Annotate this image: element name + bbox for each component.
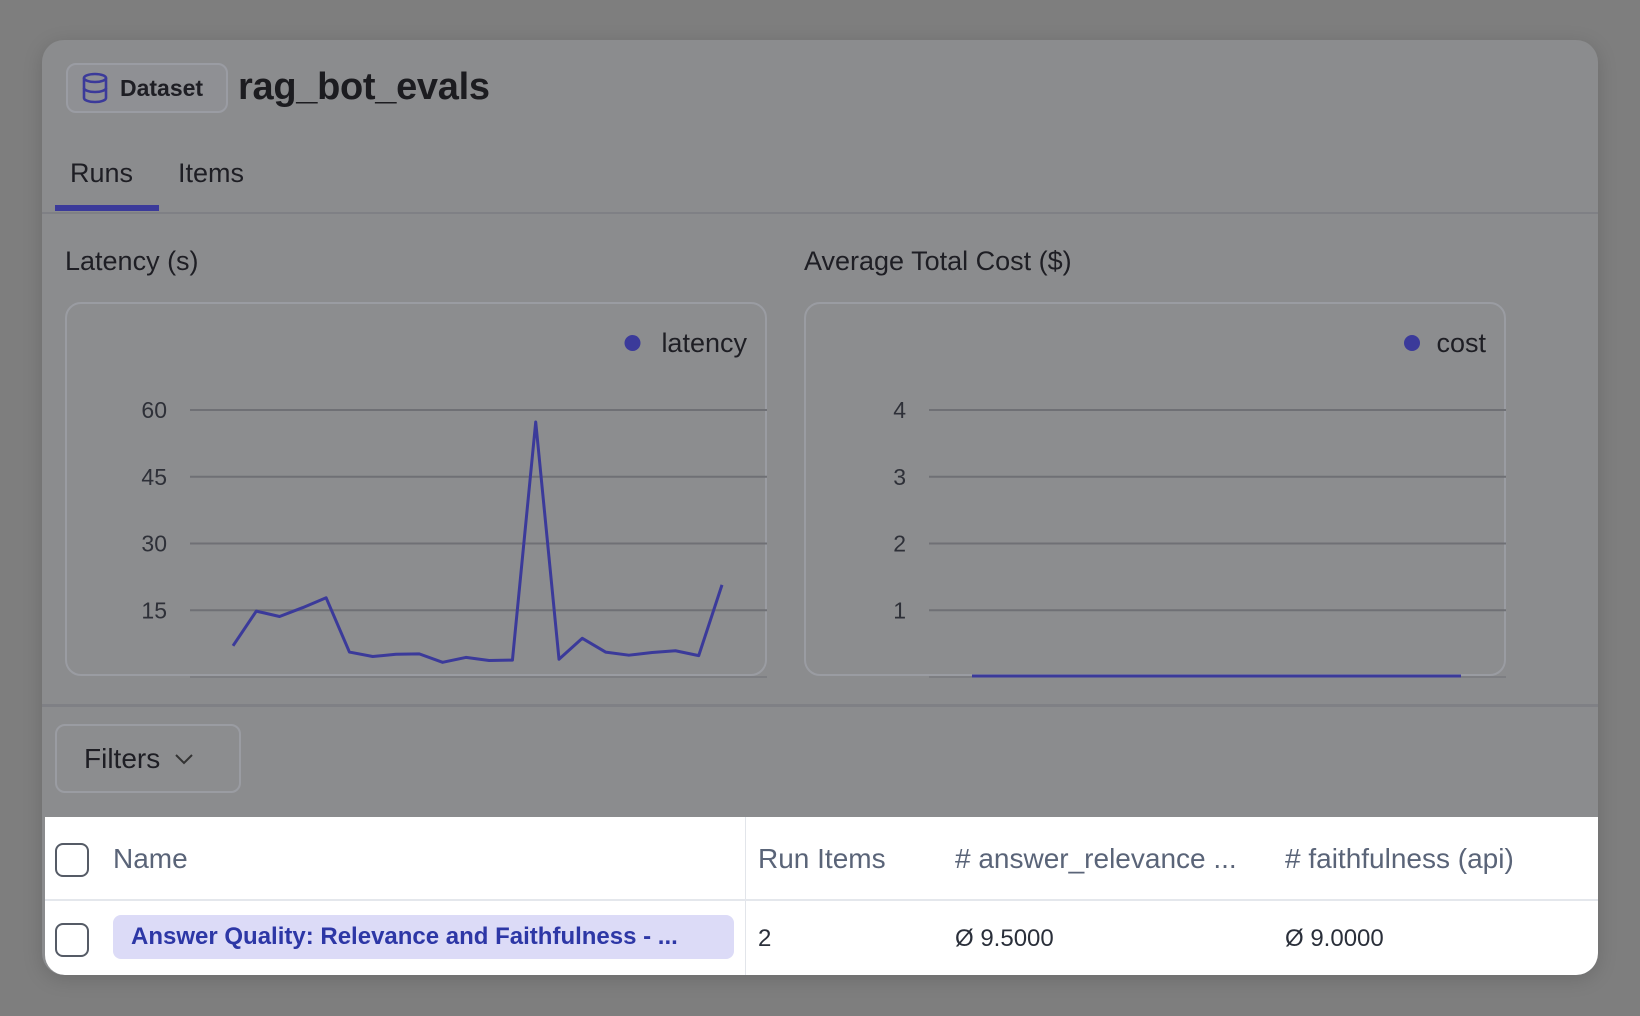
faithfulness-cell: Ø 9.0000	[1285, 925, 1384, 952]
column-header-answer-relevance[interactable]: # answer_relevance ...	[955, 843, 1237, 874]
cost-chart-title: Average Total Cost ($)	[804, 246, 1072, 276]
active-tab-indicator	[55, 205, 159, 211]
column-header-faithfulness[interactable]: # faithfulness (api)	[1285, 843, 1514, 874]
row-checkbox[interactable]	[55, 923, 89, 957]
legend-label: cost	[1436, 328, 1486, 358]
select-all-checkbox[interactable]	[55, 843, 89, 877]
filters-button[interactable]: Filters	[55, 724, 241, 793]
answer-relevance-cell: Ø 9.5000	[955, 925, 1054, 952]
section-divider	[42, 704, 1598, 707]
y-tick-label: 45	[141, 464, 167, 490]
y-tick-label: 4	[893, 397, 906, 423]
filters-label: Filters	[84, 742, 161, 774]
dataset-badge: Dataset	[66, 63, 228, 113]
tab-items[interactable]: Items	[178, 158, 245, 188]
database-icon	[82, 72, 108, 104]
page-title: rag_bot_evals	[238, 66, 490, 108]
tab-runs[interactable]: Runs	[70, 158, 134, 188]
column-header-run-items[interactable]: Run Items	[758, 843, 886, 874]
y-tick-label: 15	[141, 597, 167, 623]
cost-chart: 1 2 3 4 cost	[804, 302, 1506, 678]
tab-divider	[42, 212, 1598, 214]
series-line-latency	[231, 420, 724, 664]
dataset-badge-label: Dataset	[120, 74, 204, 101]
chevron-down-icon	[175, 753, 193, 764]
run-name-link[interactable]: Answer Quality: Relevance and Faithfulne…	[113, 915, 734, 959]
column-header-name[interactable]: Name	[113, 843, 188, 874]
legend-label: latency	[661, 328, 747, 358]
run-items-cell: 2	[758, 925, 772, 952]
y-tick-label: 1	[893, 597, 906, 623]
y-tick-label: 2	[893, 531, 906, 557]
column-divider	[745, 817, 746, 975]
legend-dot	[1404, 335, 1420, 351]
row-divider	[45, 899, 1598, 901]
latency-chart-title: Latency (s)	[65, 246, 199, 276]
y-tick-label: 30	[141, 531, 167, 557]
runs-table: Name Run Items # answer_relevance ... # …	[45, 817, 1598, 975]
legend-dot	[624, 335, 641, 351]
y-tick-label: 3	[893, 464, 906, 490]
latency-chart: 15 30 45 60 latency	[65, 302, 767, 678]
y-tick-label: 60	[141, 397, 167, 423]
dataset-panel: Dataset rag_bot_evals Runs Items Latency…	[42, 40, 1598, 975]
